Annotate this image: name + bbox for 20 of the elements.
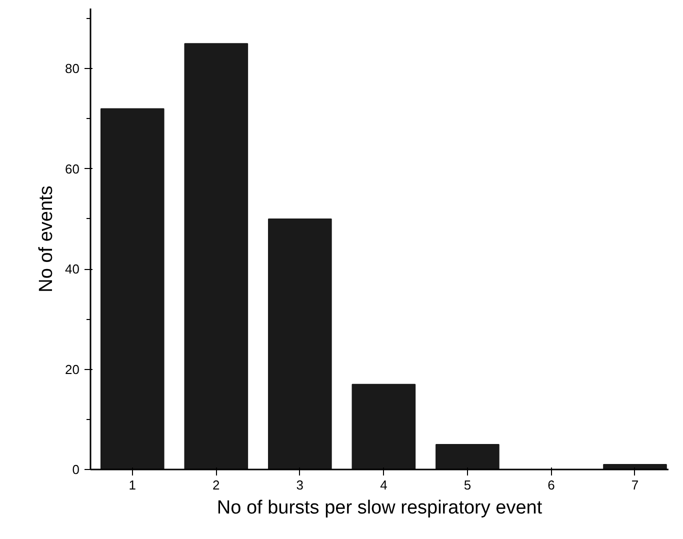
x-tick-label: 3 <box>296 478 304 492</box>
x-tick-label: 1 <box>128 478 136 492</box>
y-tick-label: 80 <box>65 61 80 76</box>
y-axis-title: No of events <box>36 186 58 292</box>
x-tick-label: 4 <box>380 478 388 492</box>
bar <box>603 464 667 470</box>
bar <box>268 218 332 470</box>
y-tick-label: 0 <box>72 462 80 477</box>
y-tick-label: 40 <box>65 262 80 277</box>
bar <box>352 384 416 470</box>
bar <box>184 43 248 470</box>
x-tick-label: 6 <box>548 478 555 492</box>
x-tick-label: 2 <box>212 478 220 492</box>
x-tick-label: 5 <box>464 478 472 492</box>
bar <box>100 108 164 470</box>
x-tick-label: 7 <box>631 478 639 492</box>
bar <box>436 444 500 470</box>
x-axis-title: No of bursts per slow respiratory event <box>216 498 543 518</box>
y-tick-label: 20 <box>65 362 80 377</box>
y-tick-label: 60 <box>65 161 80 176</box>
